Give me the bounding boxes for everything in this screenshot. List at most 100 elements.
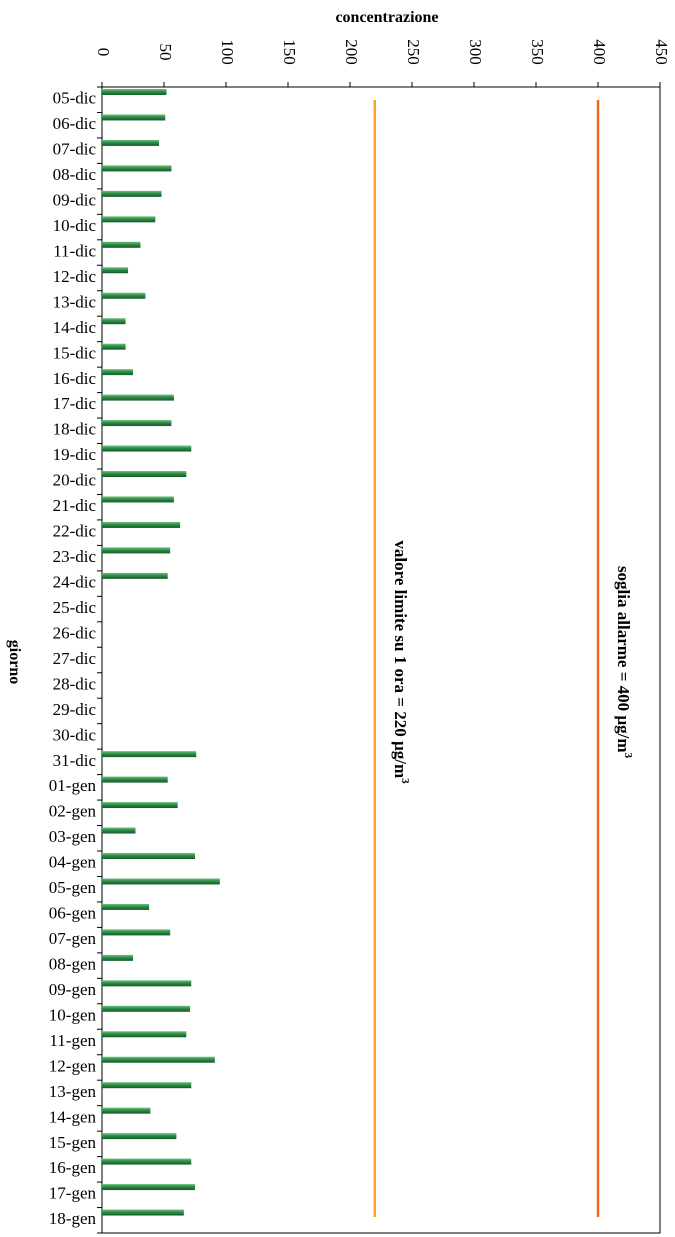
reference-line-label: valore limite su 1 ora = 220 µg/m3 [391,540,411,784]
bar [102,1158,192,1165]
category-tick-label: 02-gen [49,802,97,821]
category-tick-label: 15-gen [49,1133,97,1152]
plot-area [101,86,661,1234]
category-tick-label: 13-dic [53,292,97,311]
value-tick-label: 0 [94,48,113,57]
bar [102,1005,191,1012]
bar [102,1082,192,1089]
category-tick-label: 28-dic [53,674,97,693]
category-tick-label: 11-dic [53,241,96,260]
category-tick-label: 05-dic [53,89,97,108]
category-tick-label: 30-dic [53,725,97,744]
bar [102,471,187,477]
value-tick-label: 350 [528,39,547,65]
bar [102,547,171,554]
bar [102,1133,177,1140]
category-tick-label: 03-gen [49,827,97,846]
category-tick-label: 12-dic [53,267,97,286]
category-tick-label: 16-dic [53,369,97,388]
category-tick-label: 20-dic [53,471,97,490]
bar [102,292,146,299]
value-tick-label: 450 [652,39,671,65]
category-tick-label: 22-dic [53,522,97,541]
value-tick-label: 300 [466,39,485,65]
category-tick-label: 26-dic [53,623,97,642]
category-tick-label: 12-gen [49,1056,97,1075]
category-tick-label: 27-dic [53,649,97,668]
category-tick-label: 08-dic [53,165,97,184]
bar [102,190,162,197]
bar [102,878,220,885]
value-axis-title: concentrazione [335,9,438,26]
bar [102,954,133,961]
value-tick-label: 100 [218,39,237,65]
bar [102,496,174,503]
bar [102,114,166,121]
bar [102,1184,195,1191]
bar [102,903,150,910]
category-tick-label: 10-dic [53,216,97,235]
category-tick-label: 14-dic [53,318,97,337]
bar [102,165,172,172]
bar [102,267,129,274]
value-tick-label: 400 [590,39,609,65]
bar [102,572,168,579]
reference-label-main: soglia allarme = 400 µg/m [614,566,633,753]
category-tick-label: 10-gen [49,1005,97,1024]
reference-label-main: valore limite su 1 ora = 220 µg/m [391,540,410,778]
bar [102,1107,151,1114]
category-tick-label: 09-gen [49,980,97,999]
reference-label-text: soglia allarme = 400 µg/m3 [614,566,634,759]
category-axis-title: giorno [6,640,23,684]
value-tick-label: 50 [156,44,175,61]
value-tick-label: 250 [404,39,423,65]
bar [102,980,192,987]
category-tick-label: 14-gen [49,1107,97,1126]
bar [102,241,141,248]
category-tick-label: 07-dic [53,140,97,159]
bar [102,1209,184,1216]
category-tick-label: 29-dic [53,700,97,719]
bar [102,318,126,325]
category-tick-label: 13-gen [49,1082,97,1101]
category-tick-label: 01-gen [49,776,97,795]
category-tick-label: 25-dic [53,598,97,617]
category-tick-label: 09-dic [53,191,97,210]
bar [102,89,167,95]
category-tick-label: 07-gen [49,929,97,948]
category-tick-label: 23-dic [53,547,97,566]
category-tick-label: 17-gen [49,1184,97,1203]
category-axis-ticks: 05-dic 06-dic 07-dic 08-dic 09-dic 10-dic 11-d… [49,86,102,1234]
bar [102,139,160,146]
category-tick-label: 24-dic [53,573,97,592]
category-tick-label: 18-gen [49,1209,97,1228]
category-tick-label: 11-gen [49,1031,96,1050]
category-tick-label: 15-dic [53,343,97,362]
reference-line-label: soglia allarme = 400 µg/m3 [614,566,634,759]
value-tick-label: 200 [342,39,361,65]
reference-label-text: valore limite su 1 ora = 220 µg/m3 [391,540,411,784]
bar [102,751,197,758]
category-tick-label: 08-gen [49,955,97,974]
category-tick-label: 17-dic [53,394,97,413]
category-tick-label: 16-gen [49,1158,97,1177]
bar [102,343,126,350]
bar [102,802,178,809]
bars-layer [102,89,220,1216]
category-tick-label: 05-gen [49,878,97,897]
bar [102,776,168,783]
value-tick-label: 150 [280,39,299,65]
bar [102,445,192,452]
category-tick-label: 19-dic [53,445,97,464]
category-tick-label: 31-dic [53,751,97,770]
bar [102,929,171,936]
reference-label-superscript: 3 [399,778,411,784]
bar [102,827,136,834]
reference-label-superscript: 3 [622,753,634,759]
bar [102,394,174,401]
bar [102,1056,215,1063]
bar [102,216,156,223]
category-tick-label: 04-gen [49,853,97,872]
bar [102,1031,187,1038]
